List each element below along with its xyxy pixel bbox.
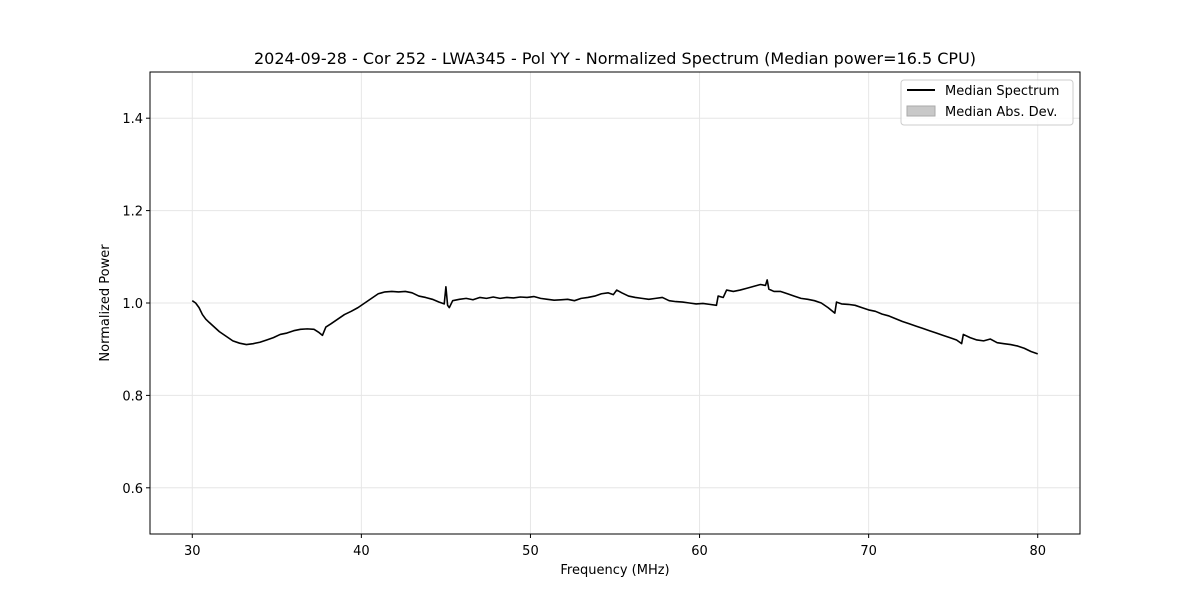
y-tick-label: 1.0 (122, 297, 143, 312)
legend: Median Spectrum Median Abs. Dev. (900, 79, 1074, 126)
chart-title: 2024-09-28 - Cor 252 - LWA345 - Pol YY -… (254, 49, 976, 68)
y-tick-label: 1.2 (122, 205, 143, 220)
plot-area (191, 279, 1038, 355)
y-tick-label: 0.6 (122, 482, 143, 497)
y-axis-label: Normalized Power (98, 244, 113, 362)
x-tick-label: 60 (691, 544, 708, 559)
ticks: 30 40 50 60 70 80 0.6 0.8 1.0 1.2 1.4 (122, 112, 1046, 559)
x-tick-label: 70 (860, 544, 877, 559)
x-tick-label: 50 (522, 544, 539, 559)
y-tick-label: 1.4 (122, 112, 143, 127)
legend-mad-label: Median Abs. Dev. (945, 105, 1057, 120)
x-tick-label: 40 (353, 544, 370, 559)
legend-median-label: Median Spectrum (945, 84, 1059, 99)
y-tick-label: 0.8 (122, 389, 143, 404)
legend-mad-fill-swatch (906, 105, 936, 117)
x-axis-label: Frequency (MHz) (560, 563, 669, 578)
legend-box (900, 79, 1074, 126)
x-tick-label: 80 (1029, 544, 1046, 559)
median-spectrum-line (191, 279, 1038, 355)
x-tick-label: 30 (184, 544, 201, 559)
